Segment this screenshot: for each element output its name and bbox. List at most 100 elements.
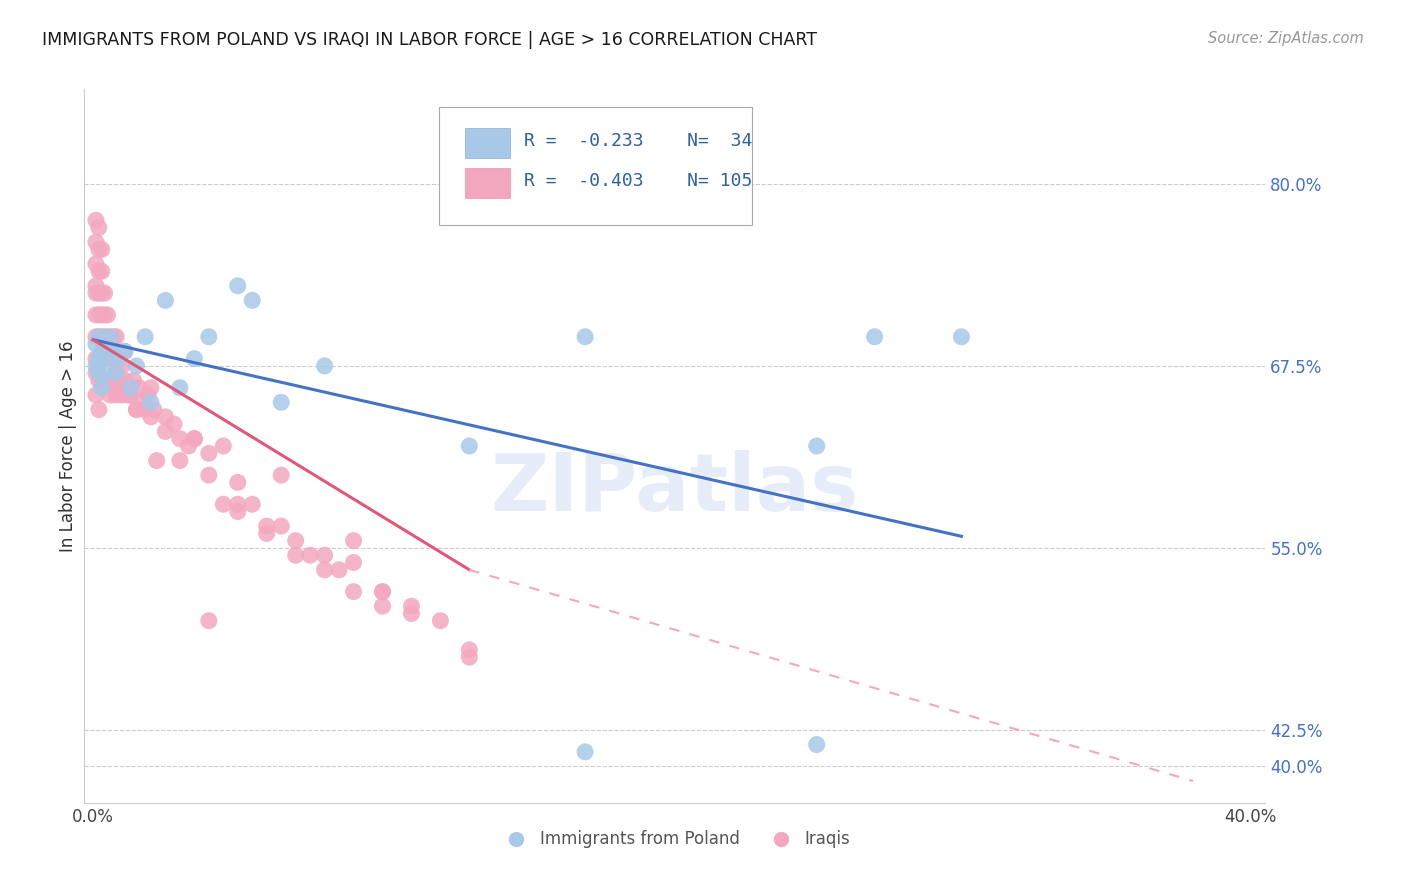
Point	[87, 402, 110, 417]
Point	[270, 395, 292, 409]
Point	[574, 330, 596, 344]
Point	[299, 548, 322, 562]
Point	[226, 475, 249, 490]
Point	[120, 388, 142, 402]
Point	[90, 374, 112, 388]
Point	[96, 308, 118, 322]
Point	[100, 374, 122, 388]
Point	[169, 381, 191, 395]
Point	[93, 337, 115, 351]
Point	[87, 286, 110, 301]
Point	[574, 745, 596, 759]
Point	[270, 519, 292, 533]
Point	[183, 432, 205, 446]
Point	[198, 614, 221, 628]
Point	[93, 330, 115, 344]
Point	[240, 293, 263, 308]
Point	[90, 344, 112, 359]
Point	[87, 366, 110, 380]
Point	[105, 366, 128, 380]
Point	[96, 330, 118, 344]
Point	[90, 308, 112, 322]
Point	[256, 519, 278, 533]
Point	[87, 351, 110, 366]
Point	[114, 344, 136, 359]
Point	[84, 388, 107, 402]
Point	[105, 330, 128, 344]
Point	[87, 308, 110, 322]
Point	[458, 650, 481, 665]
Point	[84, 366, 107, 380]
Point	[93, 374, 115, 388]
Point	[139, 409, 162, 424]
Point	[136, 388, 159, 402]
Point	[177, 439, 200, 453]
Point	[84, 337, 107, 351]
Point	[103, 344, 125, 359]
Point	[169, 453, 191, 467]
Point	[120, 381, 142, 395]
Point	[155, 425, 177, 439]
Point	[100, 351, 122, 366]
Point	[111, 388, 134, 402]
Text: IMMIGRANTS FROM POLAND VS IRAQI IN LABOR FORCE | AGE > 16 CORRELATION CHART: IMMIGRANTS FROM POLAND VS IRAQI IN LABOR…	[42, 31, 817, 49]
Point	[128, 381, 150, 395]
Point	[108, 351, 131, 366]
Point	[226, 504, 249, 518]
Point	[155, 293, 177, 308]
Point	[108, 374, 131, 388]
Point	[139, 395, 162, 409]
Point	[163, 417, 186, 432]
Point	[87, 330, 110, 344]
Point	[105, 388, 128, 402]
Point	[371, 584, 394, 599]
Point	[84, 351, 107, 366]
Point	[401, 599, 423, 614]
Point	[105, 366, 128, 380]
Point	[401, 607, 423, 621]
Point	[84, 359, 107, 373]
Point	[108, 351, 131, 366]
Point	[90, 243, 112, 257]
Point	[117, 388, 139, 402]
Point	[314, 563, 336, 577]
Point	[212, 439, 235, 453]
Point	[226, 278, 249, 293]
Point	[314, 548, 336, 562]
Point	[806, 738, 828, 752]
Bar	[464, 169, 509, 198]
Point	[100, 330, 122, 344]
Text: ZIPatlas: ZIPatlas	[491, 450, 859, 528]
Text: R =  -0.403    N= 105: R = -0.403 N= 105	[523, 172, 752, 190]
Point	[314, 359, 336, 373]
Bar	[464, 128, 509, 159]
Point	[371, 599, 394, 614]
Text: Source: ZipAtlas.com: Source: ZipAtlas.com	[1208, 31, 1364, 46]
Point	[342, 584, 364, 599]
Point	[198, 468, 221, 483]
Point	[90, 264, 112, 278]
Point	[84, 235, 107, 249]
Point	[100, 337, 122, 351]
Point	[155, 409, 177, 424]
Point	[84, 213, 107, 227]
Point	[111, 381, 134, 395]
Point	[100, 388, 122, 402]
Point	[96, 374, 118, 388]
Point	[125, 402, 148, 417]
Point	[458, 643, 481, 657]
Point	[950, 330, 973, 344]
Point	[458, 439, 481, 453]
Point	[863, 330, 886, 344]
Point	[84, 330, 107, 344]
Point	[125, 402, 148, 417]
Point	[93, 351, 115, 366]
Point	[328, 563, 350, 577]
Point	[806, 439, 828, 453]
Point	[284, 548, 307, 562]
Point	[111, 359, 134, 373]
Point	[87, 374, 110, 388]
Point	[139, 381, 162, 395]
Point	[84, 278, 107, 293]
Point	[256, 526, 278, 541]
